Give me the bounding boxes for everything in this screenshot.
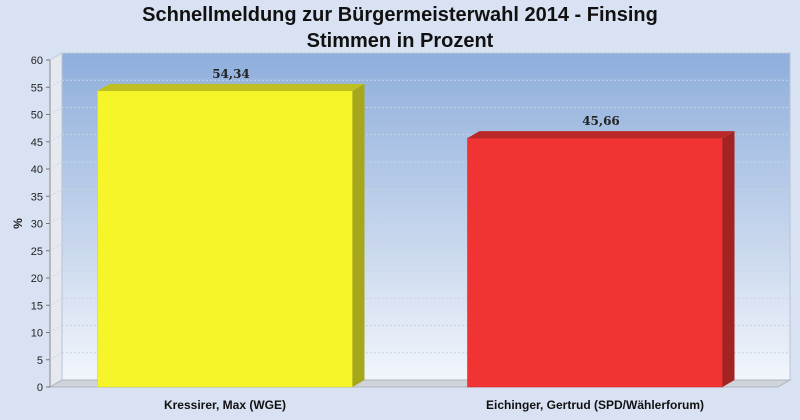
y-tick-label: 60	[31, 55, 43, 67]
y-tick-label: 40	[31, 164, 43, 176]
bar-top	[97, 83, 365, 91]
y-tick-label: 5	[37, 355, 43, 367]
y-tick-label: 25	[31, 246, 43, 258]
y-axis-label: %	[11, 218, 25, 229]
plot-side-wall	[49, 52, 63, 388]
bar-side	[722, 131, 735, 387]
bar-value-label: 45,66	[582, 114, 620, 128]
y-tick-label: 20	[31, 273, 43, 285]
y-tick-label: 30	[31, 219, 43, 231]
bar-value-label: 54,34	[212, 67, 250, 81]
chart-title: Schnellmeldung zur Bürgermeisterwahl 201…	[142, 4, 658, 26]
bar	[97, 90, 353, 388]
y-tick-label: 55	[31, 82, 43, 94]
y-tick-label: 50	[31, 110, 43, 122]
chart-subtitle: Stimmen in Prozent	[306, 30, 494, 52]
bar	[467, 137, 723, 388]
y-tick-label: 35	[31, 191, 43, 203]
y-tick-label: 0	[37, 382, 43, 394]
y-tick-label: 15	[31, 300, 43, 312]
x-category-label: Kressirer, Max (WGE)	[164, 398, 286, 412]
bar-side	[352, 83, 365, 388]
y-tick-label: 45	[31, 137, 43, 149]
x-category-label: Eichinger, Gertrud (SPD/Wählerforum)	[486, 398, 704, 412]
y-tick-label: 10	[31, 328, 43, 340]
bar-top	[467, 131, 735, 139]
